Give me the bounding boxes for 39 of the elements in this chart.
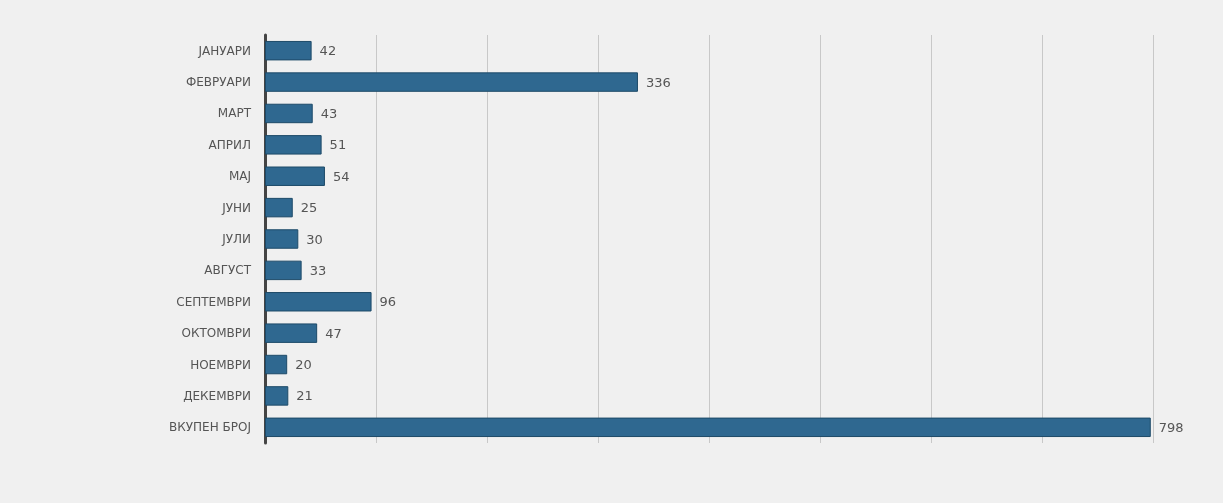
data-label: 20 [295,357,312,373]
data-label: 336 [645,74,671,90]
data-label: 54 [332,168,350,184]
data-label: 798 [1158,419,1184,435]
bar [265,260,302,281]
bar [265,103,313,124]
data-label: 47 [325,325,342,341]
data-label: 51 [329,137,347,153]
data-label: 21 [296,388,313,404]
y-tick-label: АВГУСТ [204,263,252,278]
bar [265,417,1151,438]
data-label: 33 [309,262,327,278]
data-label: 42 [319,43,337,59]
bar [265,72,638,92]
y-tick-label: ОКТОМВРИ [181,326,251,341]
data-label: 96 [379,294,397,310]
bar [265,135,322,155]
y-tick-label: ЈАНУАРИ [197,43,251,58]
data-label: 30 [306,231,323,247]
data-label: 43 [320,105,338,121]
y-tick-label: ЈУЛИ [221,232,251,246]
y-tick-label: ЈУНИ [221,200,251,215]
y-tick-label: СЕПТЕМВРИ [176,294,251,309]
bar [265,354,288,375]
bar [265,386,289,406]
y-tick-label: МАРТ [217,106,252,121]
bar [265,229,299,249]
bar [265,40,312,61]
y-tick-label: АПРИЛ [208,137,251,152]
bar [265,323,318,343]
y-tick-label: МАЈ [228,169,251,184]
bar [265,197,293,218]
y-tick-label: ВКУПЕН БРОЈ [169,420,251,435]
bar [265,292,372,312]
y-tick-label: ФЕВРУАРИ [185,75,251,90]
bar [265,166,325,186]
y-tick-label: НОЕМВРИ [190,357,251,372]
y-tick-label: ДЕКЕМВРИ [183,388,251,403]
data-label: 25 [300,200,318,216]
